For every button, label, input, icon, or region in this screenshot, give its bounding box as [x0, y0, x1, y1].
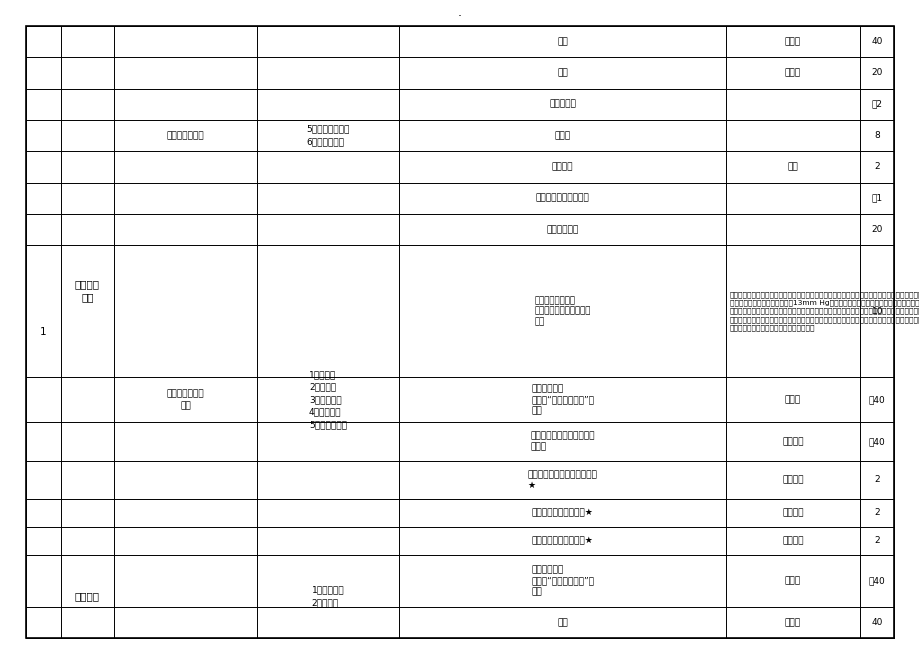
Text: 护理基本
技术: 护理基本 技术 — [74, 279, 100, 302]
Text: 呡1: 呡1 — [870, 193, 882, 202]
Text: 10: 10 — [870, 307, 882, 316]
Text: 胃管: 胃管 — [557, 618, 567, 627]
Text: 标准配置: 标准配置 — [781, 508, 803, 518]
Text: 不锈锅: 不锈锅 — [784, 395, 800, 404]
Text: 1、人工喂食
2、鼻饰法: 1、人工喂食 2、鼻饰法 — [312, 585, 344, 607]
Text: 多功能洗浴床、洗浴椅: 多功能洗浴床、洗浴椅 — [535, 193, 589, 202]
Text: 治疗盘、弯盘
（可与“无菌技术操作”共
用）: 治疗盘、弯盘 （可与“无菌技术操作”共 用） — [530, 385, 594, 415]
Text: 标准配置: 标准配置 — [781, 475, 803, 484]
Text: 瞳孔观察、眼耳冲洗，口腔及假牙护理、鼻胃管插管、吸氧、气管切开护理、吸痰、心音、呼吸音、
肠鸣音听诊、静脉穿刺、精确到13mm Hg的血压测量，人工颁动脉测动、: 瞳孔观察、眼耳冲洗，口腔及假牙护理、鼻胃管插管、吸氧、气管切开护理、吸痰、心音、… — [729, 292, 919, 331]
Text: 呡40: 呡40 — [868, 437, 885, 446]
Text: 呡40: 呡40 — [868, 395, 885, 404]
Text: 8: 8 — [873, 131, 879, 140]
Text: 生命体征的评估
测量: 生命体征的评估 测量 — [166, 389, 204, 410]
Text: 体温计、血压计、听诊器、
秒针表: 体温计、血压计、听诊器、 秒针表 — [529, 432, 595, 451]
Text: 呡2: 呡2 — [871, 100, 881, 109]
Text: 5、预防压疮护理
6、晨晚间护理: 5、预防压疮护理 6、晨晚间护理 — [306, 125, 349, 146]
Text: 高级成人护理模型
（高护专业实训可与之共
享）: 高级成人护理模型 （高护专业实训可与之共 享） — [534, 296, 590, 326]
Text: 电子体温计（示教用）★: 电子体温计（示教用）★ — [531, 508, 593, 518]
Text: 20: 20 — [870, 225, 882, 234]
Text: 不锈锅: 不锈锅 — [784, 68, 800, 77]
Text: 标准配置: 标准配置 — [781, 437, 803, 446]
Text: 40: 40 — [870, 37, 882, 46]
Text: 20: 20 — [870, 68, 882, 77]
Text: 屏风、气垫: 屏风、气垫 — [549, 100, 575, 109]
Text: 治疗盘、弯盘
（可与“无菌技术操作”共
用）: 治疗盘、弯盘 （可与“无菌技术操作”共 用） — [530, 565, 594, 596]
Text: 病人的清洁护理: 病人的清洁护理 — [166, 131, 204, 140]
Text: 饲食疗法: 饲食疗法 — [74, 591, 100, 602]
Text: 2: 2 — [873, 536, 879, 545]
Text: 40: 40 — [870, 618, 882, 627]
Text: 1、量体温
2、量脉掟
3、测量呼吸
4、测量血压
5、绘制体温单: 1、量体温 2、量脉掟 3、测量呼吸 4、测量血压 5、绘制体温单 — [309, 370, 346, 429]
Text: ·: · — [458, 10, 461, 23]
Text: 2: 2 — [873, 162, 879, 171]
Text: 2: 2 — [873, 508, 879, 518]
Text: 呡40: 呡40 — [868, 576, 885, 585]
Text: 电子血压计（示教用）★: 电子血压计（示教用）★ — [531, 536, 593, 545]
Text: 红外线耳式体温计（示教用）
★: 红外线耳式体温计（示教用） ★ — [528, 470, 596, 490]
Text: 立式: 立式 — [787, 162, 798, 171]
Text: 红外线灯: 红外线灯 — [551, 162, 573, 171]
Text: 标准配置: 标准配置 — [781, 536, 803, 545]
Text: 床上擦浴用物: 床上擦浴用物 — [546, 225, 578, 234]
Text: 海绵垫: 海绵垫 — [554, 131, 570, 140]
Text: 2: 2 — [873, 475, 879, 484]
Text: 1: 1 — [40, 327, 47, 337]
Text: 硬胶管: 硬胶管 — [784, 618, 800, 627]
Text: 不锈锅: 不锈锅 — [784, 576, 800, 585]
Text: 量杯: 量杯 — [557, 37, 567, 46]
Text: 便盆: 便盆 — [557, 68, 567, 77]
Text: 不锈锅: 不锈锅 — [784, 37, 800, 46]
